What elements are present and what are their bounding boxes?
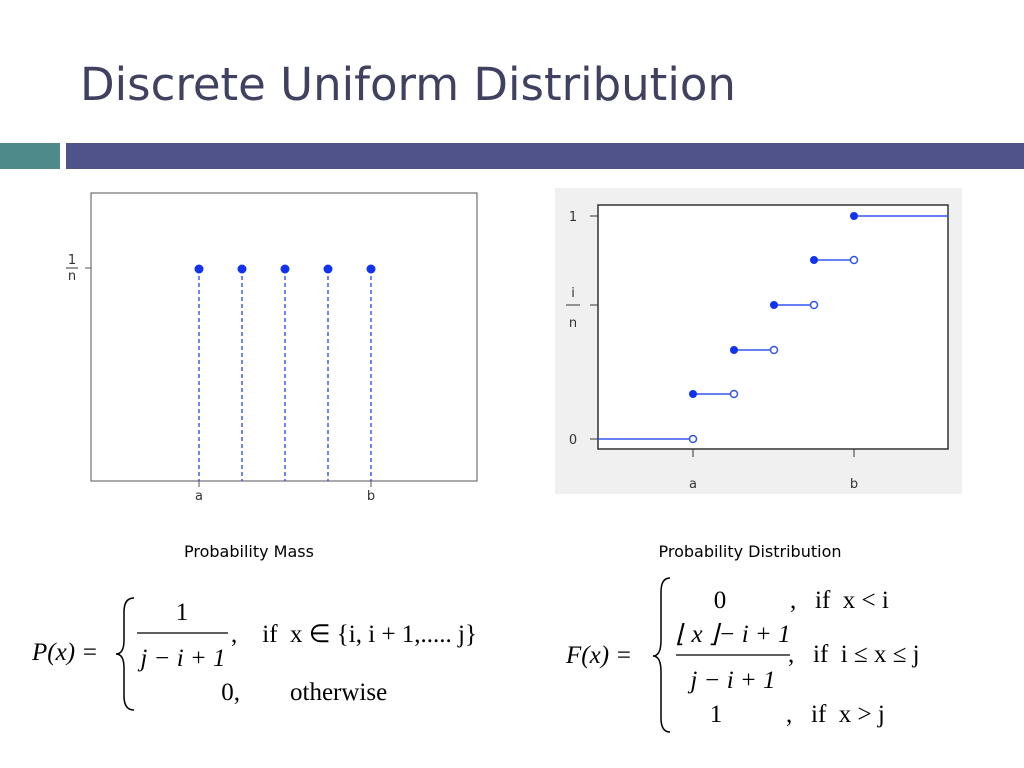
formula-text: j − i + 1 xyxy=(137,645,225,672)
y-label: n xyxy=(569,316,577,331)
cdf-plot: 1 i n 0 a b xyxy=(555,188,962,494)
caption: Probability Distribution xyxy=(658,542,841,561)
y-label: i xyxy=(571,286,575,301)
formula-text: , if x > j xyxy=(786,701,885,728)
title-bar xyxy=(66,143,1024,169)
caption: Probability Mass xyxy=(184,542,314,561)
formula-text: otherwise xyxy=(290,679,387,706)
accent-bar xyxy=(0,143,60,169)
pmf-plot: 1 n a b xyxy=(66,192,478,504)
formula-text: 1 xyxy=(710,701,723,728)
formula-text: , if i ≤ x ≤ j xyxy=(788,641,920,668)
pmf-formula: P(x) = 1 j − i + 1 , if x ∈ {i, i + 1,..… xyxy=(31,597,477,711)
cdf-formula: F(x) = 0 , if x < i ⌊ x ⌋− i + 1 j − i +… xyxy=(565,577,920,733)
y-label: 0 xyxy=(569,433,577,448)
y-label: n xyxy=(68,269,76,284)
x-label: b xyxy=(367,489,375,504)
x-label: a xyxy=(689,477,697,492)
formula-text: 0 xyxy=(714,587,727,614)
formula-text: P(x) = xyxy=(31,639,98,666)
formula-text: F(x) = xyxy=(565,642,632,669)
formula-text: 1 xyxy=(176,599,189,626)
x-label: b xyxy=(850,477,858,492)
slide-title: Discrete Uniform Distribution xyxy=(80,58,736,111)
formula-text: , if x ∈ {i, i + 1,..... j} xyxy=(231,621,477,648)
formula-text: ⌊ x ⌋− i + 1 xyxy=(675,621,790,648)
x-label: a xyxy=(195,489,203,504)
formula-text: 0, xyxy=(221,679,240,706)
y-label: 1 xyxy=(569,210,577,225)
formula-text: , if x < i xyxy=(790,587,889,614)
formula-text: j − i + 1 xyxy=(687,667,775,694)
y-label: 1 xyxy=(68,253,76,268)
